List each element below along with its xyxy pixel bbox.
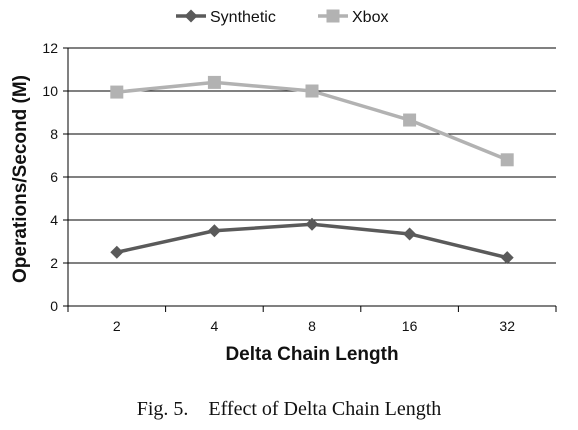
- y-tick-label: 2: [50, 255, 58, 271]
- x-tick-label: 2: [113, 318, 121, 334]
- xbox-data-point: [500, 153, 514, 167]
- xbox-legend-marker: [326, 9, 340, 23]
- synthetic-data-point: [403, 227, 417, 241]
- line-chart: 0 2 4 6 8 10 12 2 4 8 16 32 Synthetic Xbox Operation…: [10, 9, 557, 365]
- y-tick-label: 12: [42, 40, 58, 56]
- y-tick-label: 4: [50, 212, 58, 228]
- chart-series-lines: [116, 80, 508, 260]
- y-tick-label: 10: [42, 83, 58, 99]
- chart-legend: Synthetic Xbox: [176, 9, 388, 26]
- y-tick-label: 0: [50, 298, 58, 314]
- figure-caption-text: Effect of Delta Chain Length: [208, 398, 442, 420]
- y-tick-label: 8: [50, 126, 58, 142]
- y-axis-label: Operations/Second (M): [10, 75, 31, 283]
- xbox-legend-label: Xbox: [352, 9, 388, 26]
- xbox-data-point: [207, 75, 221, 89]
- synthetic-data-point: [207, 224, 221, 238]
- chart-axes: 0 2 4 6 8 10 12 2 4 8 16 32: [42, 40, 557, 334]
- x-tick-label: 32: [499, 318, 515, 334]
- chart-markers: [110, 75, 514, 265]
- x-axis-label: Delta Chain Length: [225, 344, 398, 365]
- xbox-data-point: [305, 84, 319, 98]
- figure-caption: Fig. 5. Effect of Delta Chain Length: [0, 398, 578, 421]
- synthetic-legend-marker: [184, 9, 198, 23]
- synthetic-data-point: [500, 251, 514, 265]
- x-tick-label: 16: [402, 318, 418, 334]
- synthetic-legend-label: Synthetic: [210, 9, 276, 26]
- y-tick-label: 6: [50, 169, 58, 185]
- x-tick-label: 4: [211, 318, 219, 334]
- xbox-data-point: [110, 85, 124, 99]
- figure-label: Fig. 5.: [136, 398, 189, 420]
- synthetic-data-point: [110, 245, 124, 259]
- x-tick-label: 8: [308, 318, 316, 334]
- synthetic-data-point: [305, 217, 319, 231]
- xbox-data-point: [403, 113, 417, 127]
